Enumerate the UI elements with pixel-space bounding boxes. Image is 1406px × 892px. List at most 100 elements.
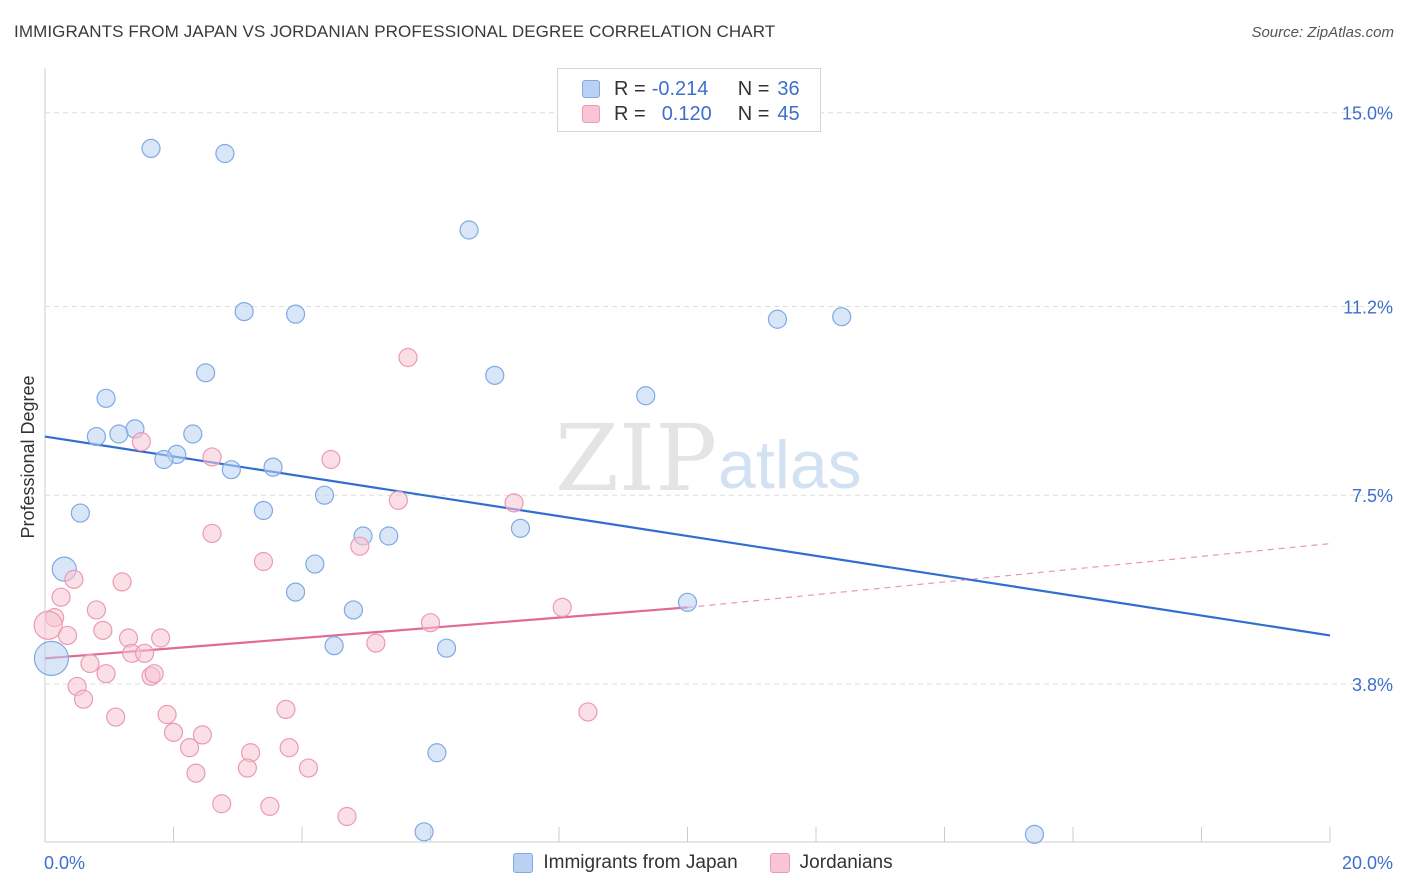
legend-r-label: R =	[614, 77, 646, 100]
y-tick-label: 7.5%	[1352, 486, 1393, 506]
jordan-point	[202, 447, 222, 467]
x-tick-label: 20.0%	[1342, 853, 1393, 873]
japan-point	[221, 460, 241, 480]
series-swatch-japan	[513, 853, 534, 873]
legend-r-value: -0.214	[651, 77, 709, 100]
jordan-point	[57, 625, 78, 646]
watermark: ZIP atlas	[555, 405, 862, 512]
jordan-point	[73, 689, 94, 709]
japan-point	[343, 600, 363, 620]
japan-point	[253, 500, 274, 521]
series-swatch-jordan	[769, 853, 790, 873]
japan-point	[832, 307, 852, 327]
chart-title: IMMIGRANTS FROM JAPAN VS JORDANIAN PROFE…	[14, 22, 776, 41]
data-points	[33, 138, 1045, 844]
y-tick-label: 11.2%	[1343, 298, 1393, 318]
japan-point	[379, 526, 399, 546]
jordan-point	[112, 572, 132, 592]
legend-swatch-jordan	[582, 105, 600, 123]
jordan-point	[144, 664, 164, 684]
jordan-point	[276, 699, 296, 720]
jordan-point	[279, 738, 299, 758]
japan-point	[285, 582, 306, 602]
legend-row-japan: R = -0.214 N = 36	[582, 77, 800, 101]
japan-point	[263, 457, 283, 477]
jordan-point	[337, 806, 357, 827]
legend-n-value: 45	[777, 102, 800, 125]
jordan-point	[420, 613, 441, 633]
jordan-point	[366, 633, 386, 653]
jordan-point	[260, 796, 280, 816]
japan-point	[234, 302, 254, 322]
legend-r-value: 0.120	[661, 102, 712, 125]
japan-point	[86, 426, 107, 447]
japan-point	[314, 485, 335, 505]
japan-point	[459, 220, 479, 240]
grid-lines	[45, 112, 1395, 685]
jordan-point	[96, 664, 116, 684]
jordan-point	[93, 620, 113, 640]
japan-point	[215, 143, 235, 164]
jordan-point	[192, 725, 213, 745]
jordan-point	[64, 569, 84, 589]
jordan-point	[86, 600, 107, 620]
chart-source: Source: ZipAtlas.com	[1251, 24, 1394, 41]
japan-point	[324, 636, 344, 656]
jordan-point	[298, 758, 319, 778]
jordan-point	[163, 722, 184, 742]
jordan-point	[179, 738, 200, 758]
japan-point	[109, 424, 129, 444]
japan-point	[636, 386, 656, 406]
jordan-point	[134, 643, 155, 663]
japan-point	[141, 138, 161, 158]
jordan-point	[321, 449, 341, 470]
y-tick-label: 15.0%	[1342, 104, 1393, 124]
legend-n-value: 36	[777, 77, 800, 100]
japan-point	[154, 449, 174, 470]
japan-point	[677, 592, 698, 612]
jordan-point	[186, 763, 206, 783]
series-legend-jordan: Jordanians	[769, 852, 893, 874]
jordan-trend-extension	[687, 543, 1331, 608]
japan-point	[196, 363, 216, 383]
tick-labels: 3.8% 7.5% 11.2% 15.0% 0.0% 20.0%	[44, 104, 1393, 873]
watermark-atlas: atlas	[718, 427, 862, 503]
jordan-point	[202, 523, 222, 544]
jordan-point	[157, 704, 177, 725]
legend-swatch-japan	[582, 80, 600, 98]
jordan-point	[398, 347, 418, 368]
japan-point	[285, 304, 306, 324]
japan-point	[436, 638, 457, 658]
japan-point	[96, 388, 116, 408]
japan-point	[70, 503, 90, 523]
watermark-zip: ZIP	[555, 405, 717, 512]
y-tick-label: 3.8%	[1352, 675, 1393, 695]
japan-point	[33, 640, 70, 677]
jordan-point	[253, 551, 274, 572]
japan-point	[767, 309, 788, 329]
japan-point	[427, 743, 447, 763]
japan-point	[414, 822, 434, 842]
jordan-point	[51, 587, 71, 607]
jordan-point	[106, 707, 126, 727]
japan-point	[485, 365, 505, 385]
jordan-point	[80, 653, 100, 674]
japan-point	[183, 424, 203, 444]
japan-point	[510, 518, 531, 538]
jordan-point	[237, 758, 257, 778]
jordan-point	[350, 536, 370, 556]
jordan-point	[552, 597, 572, 618]
jordan-point	[33, 610, 63, 640]
jordan-point	[151, 628, 171, 648]
correlation-legend: R = -0.214 N = 36 R = 0.120 N = 45	[557, 68, 821, 132]
japan-point	[305, 554, 325, 574]
series-label-japan: Immigrants from Japan	[543, 852, 738, 873]
legend-r-label: R =	[614, 102, 646, 125]
y-axis-label: Professional Degree	[18, 375, 38, 538]
legend-row-jordan: R = 0.120 N = 45	[582, 102, 800, 126]
japan-trend-line	[44, 435, 1331, 637]
jordan-point	[504, 493, 524, 513]
jordan-point	[578, 702, 598, 722]
jordan-point	[131, 432, 151, 452]
